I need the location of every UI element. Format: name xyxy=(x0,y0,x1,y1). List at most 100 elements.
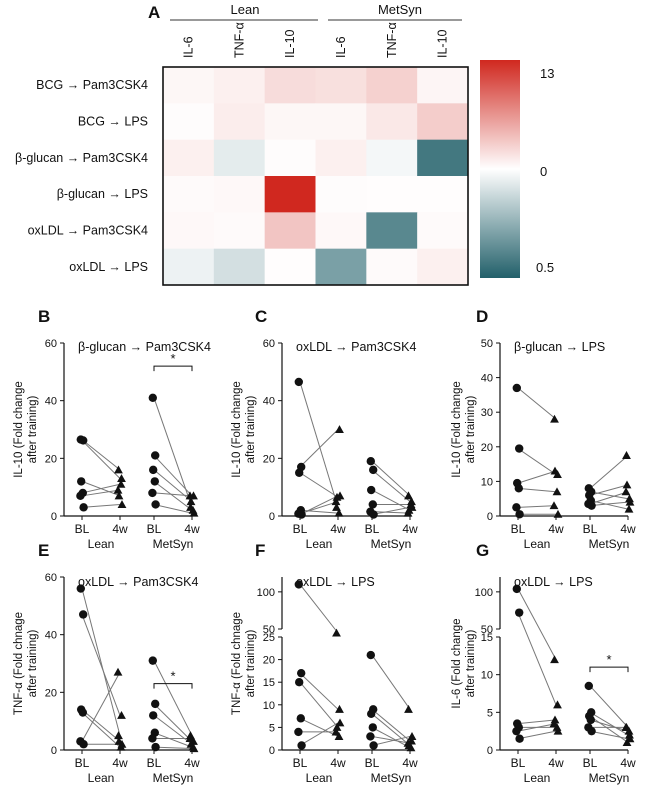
data-point-4w xyxy=(404,704,413,713)
data-point-bl xyxy=(151,699,160,709)
data-point-bl xyxy=(368,723,377,732)
paired-line xyxy=(153,397,193,508)
data-point-bl xyxy=(77,477,86,486)
y-axis-label-line2: after training) xyxy=(245,395,257,463)
paired-line xyxy=(589,719,629,732)
paired-line xyxy=(299,495,339,516)
data-point-bl xyxy=(79,740,88,749)
y-axis-label-line1: IL-10 (Fold change xyxy=(451,381,463,478)
x-timepoint-label: 4w xyxy=(620,756,636,770)
x-timepoint-label: BL xyxy=(75,756,90,770)
paired-line xyxy=(153,469,193,502)
significance-bracket xyxy=(153,683,193,689)
column-header: IL-10 xyxy=(283,29,297,58)
data-point-bl xyxy=(512,383,521,393)
y-tick-label: 60 xyxy=(45,338,57,350)
heatmap-cell xyxy=(315,212,367,250)
data-point-4w xyxy=(116,479,126,488)
significance-bracket xyxy=(153,365,193,372)
data-point-4w xyxy=(117,711,126,719)
panel-letter: D xyxy=(476,307,488,326)
paired-line xyxy=(153,481,193,511)
data-point-bl xyxy=(587,501,596,510)
x-timepoint-label: BL xyxy=(147,522,162,536)
paired-line xyxy=(81,709,121,742)
y-tick-label: 100 xyxy=(257,587,275,599)
data-point-4w xyxy=(553,509,563,518)
data-point-bl xyxy=(586,715,595,725)
y-tick-label: 0 xyxy=(487,511,493,523)
heatmap-cell xyxy=(264,139,316,177)
y-axis-label-line1: IL-6 (Fold change xyxy=(451,618,463,708)
heatmap-cell xyxy=(417,139,469,177)
paired-line xyxy=(153,746,193,750)
paired-line xyxy=(299,584,339,634)
paired-line xyxy=(371,469,411,502)
paired-line xyxy=(299,722,339,746)
data-point-4w xyxy=(621,723,631,731)
y-tick-label: 0 xyxy=(269,511,275,523)
data-point-4w xyxy=(186,497,196,506)
heatmap-cell xyxy=(213,139,266,177)
y-axis-label-line2: after training) xyxy=(465,629,477,697)
x-group-label: Lean xyxy=(524,537,551,551)
data-point-4w xyxy=(552,487,562,496)
data-point-bl xyxy=(294,727,303,737)
row-label: oxLDL → Pam3CSK4 xyxy=(28,224,148,238)
heatmap-cell xyxy=(264,67,316,104)
data-point-bl xyxy=(514,484,523,493)
paired-line xyxy=(589,491,629,500)
colorbar-min-label: 0.5 xyxy=(536,260,554,275)
y-axis-label-line1: TNF-α (Fold chnage xyxy=(13,612,25,715)
data-point-4w xyxy=(549,501,559,510)
data-point-bl xyxy=(366,457,375,466)
paired-line xyxy=(299,472,339,498)
x-timepoint-label: 4w xyxy=(330,756,346,770)
data-point-4w xyxy=(404,491,413,500)
row-label: β-glucan → LPS xyxy=(57,187,148,201)
paired-line xyxy=(371,654,411,710)
data-point-4w xyxy=(550,655,559,664)
paired-line xyxy=(81,440,121,479)
paired-line xyxy=(517,505,557,508)
paired-line xyxy=(589,685,629,728)
y-axis-label-line2: after training) xyxy=(465,395,477,463)
y-tick-label: 20 xyxy=(45,453,57,465)
x-timepoint-label: BL xyxy=(511,756,526,770)
paired-line xyxy=(299,381,339,508)
row-label: BCG → LPS xyxy=(78,115,148,129)
data-point-bl xyxy=(512,503,521,512)
x-timepoint-label: 4w xyxy=(112,522,128,536)
y-tick-label: 50 xyxy=(481,338,493,350)
data-point-4w xyxy=(403,738,413,747)
data-point-bl xyxy=(366,732,375,741)
y-axis-label-line2: after training) xyxy=(245,629,257,697)
data-point-bl xyxy=(151,742,160,752)
heatmap-cell xyxy=(366,212,418,250)
column-header: IL-6 xyxy=(334,36,348,58)
paired-line xyxy=(371,735,411,746)
data-point-4w xyxy=(625,494,634,503)
data-point-bl xyxy=(512,584,521,594)
data-point-4w xyxy=(625,497,635,506)
colorbar-max-label: 13 xyxy=(540,66,554,81)
data-point-bl xyxy=(294,580,303,589)
x-group-label: MetSyn xyxy=(153,771,194,785)
paired-line xyxy=(371,489,411,511)
data-point-4w xyxy=(113,667,123,676)
data-point-bl xyxy=(78,708,88,717)
y-axis-label-line1: IL-10 (Fold change xyxy=(13,381,25,478)
data-point-4w xyxy=(117,739,127,748)
paired-line xyxy=(153,715,193,745)
colorbar-mid-label: 0 xyxy=(540,164,547,179)
data-point-4w xyxy=(334,732,344,740)
x-timepoint-label: BL xyxy=(583,522,598,536)
paired-line xyxy=(299,429,339,468)
data-point-bl xyxy=(76,491,85,501)
data-point-4w xyxy=(332,723,342,731)
data-point-bl xyxy=(512,726,521,736)
data-point-4w xyxy=(622,451,631,459)
data-point-4w xyxy=(549,719,559,728)
column-header: IL-6 xyxy=(181,36,195,58)
